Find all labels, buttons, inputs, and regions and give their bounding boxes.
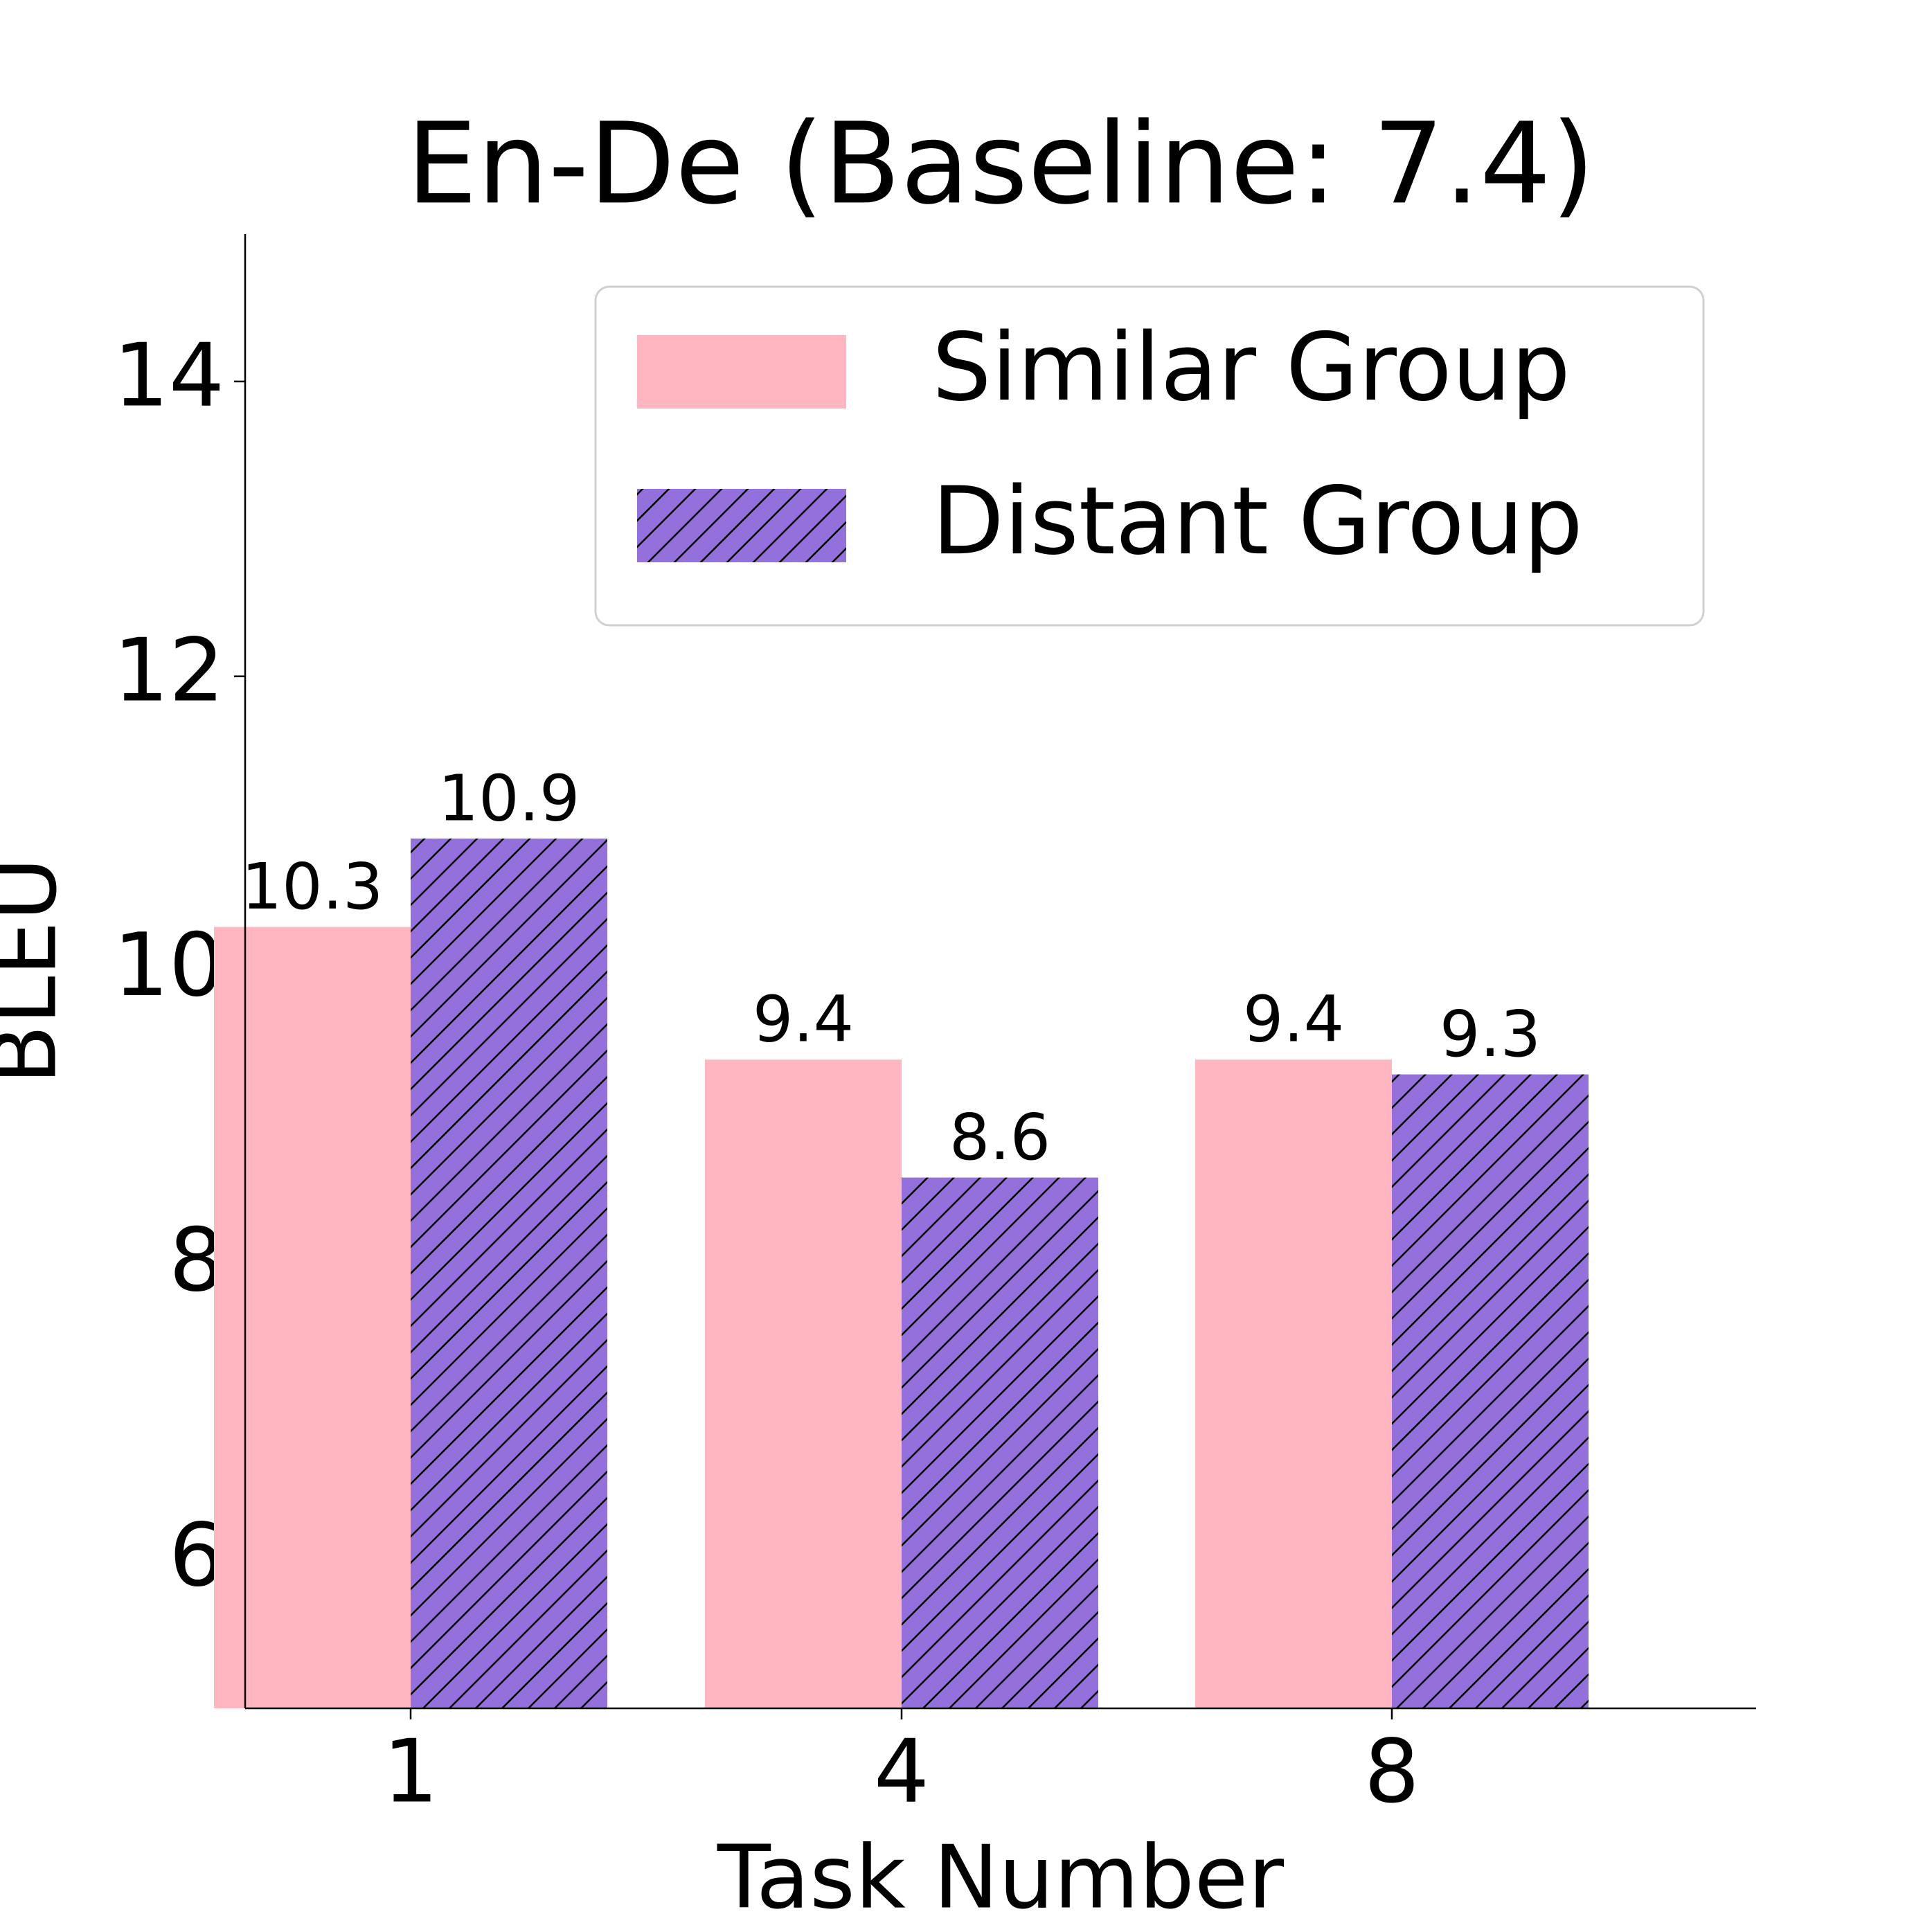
value-label: 9.3 [1440, 997, 1541, 1071]
value-label: 9.4 [753, 983, 854, 1057]
legend-swatch [637, 489, 846, 562]
value-label: 8.6 [949, 1100, 1050, 1174]
x-tick-label: 4 [874, 1721, 929, 1823]
x-axis-label: Task Number [717, 1827, 1284, 1929]
legend-box [594, 285, 1705, 627]
bar [1392, 1074, 1589, 1708]
y-tick-label: 14 [114, 325, 224, 427]
y-tick-label: 12 [114, 619, 224, 721]
y-axis-label: BLEU [0, 857, 76, 1084]
value-label: 10.3 [242, 850, 384, 924]
chart-title: En-De (Baseline: 7.4) [406, 99, 1595, 229]
x-tick-label: 1 [383, 1721, 438, 1823]
bar [411, 838, 607, 1708]
value-label: 10.9 [438, 761, 580, 835]
y-tick-label: 10 [114, 914, 224, 1016]
value-label: 9.4 [1243, 983, 1344, 1057]
bar [214, 927, 411, 1708]
legend-label: Similar Group [932, 313, 1571, 422]
bar [902, 1177, 1098, 1708]
legend-label: Distant Group [932, 467, 1583, 575]
bar [705, 1059, 902, 1708]
legend-swatch [637, 335, 846, 409]
x-tick-label: 8 [1364, 1721, 1420, 1823]
legend: Similar Group Distant Group [594, 285, 1705, 627]
bar [1195, 1059, 1392, 1708]
